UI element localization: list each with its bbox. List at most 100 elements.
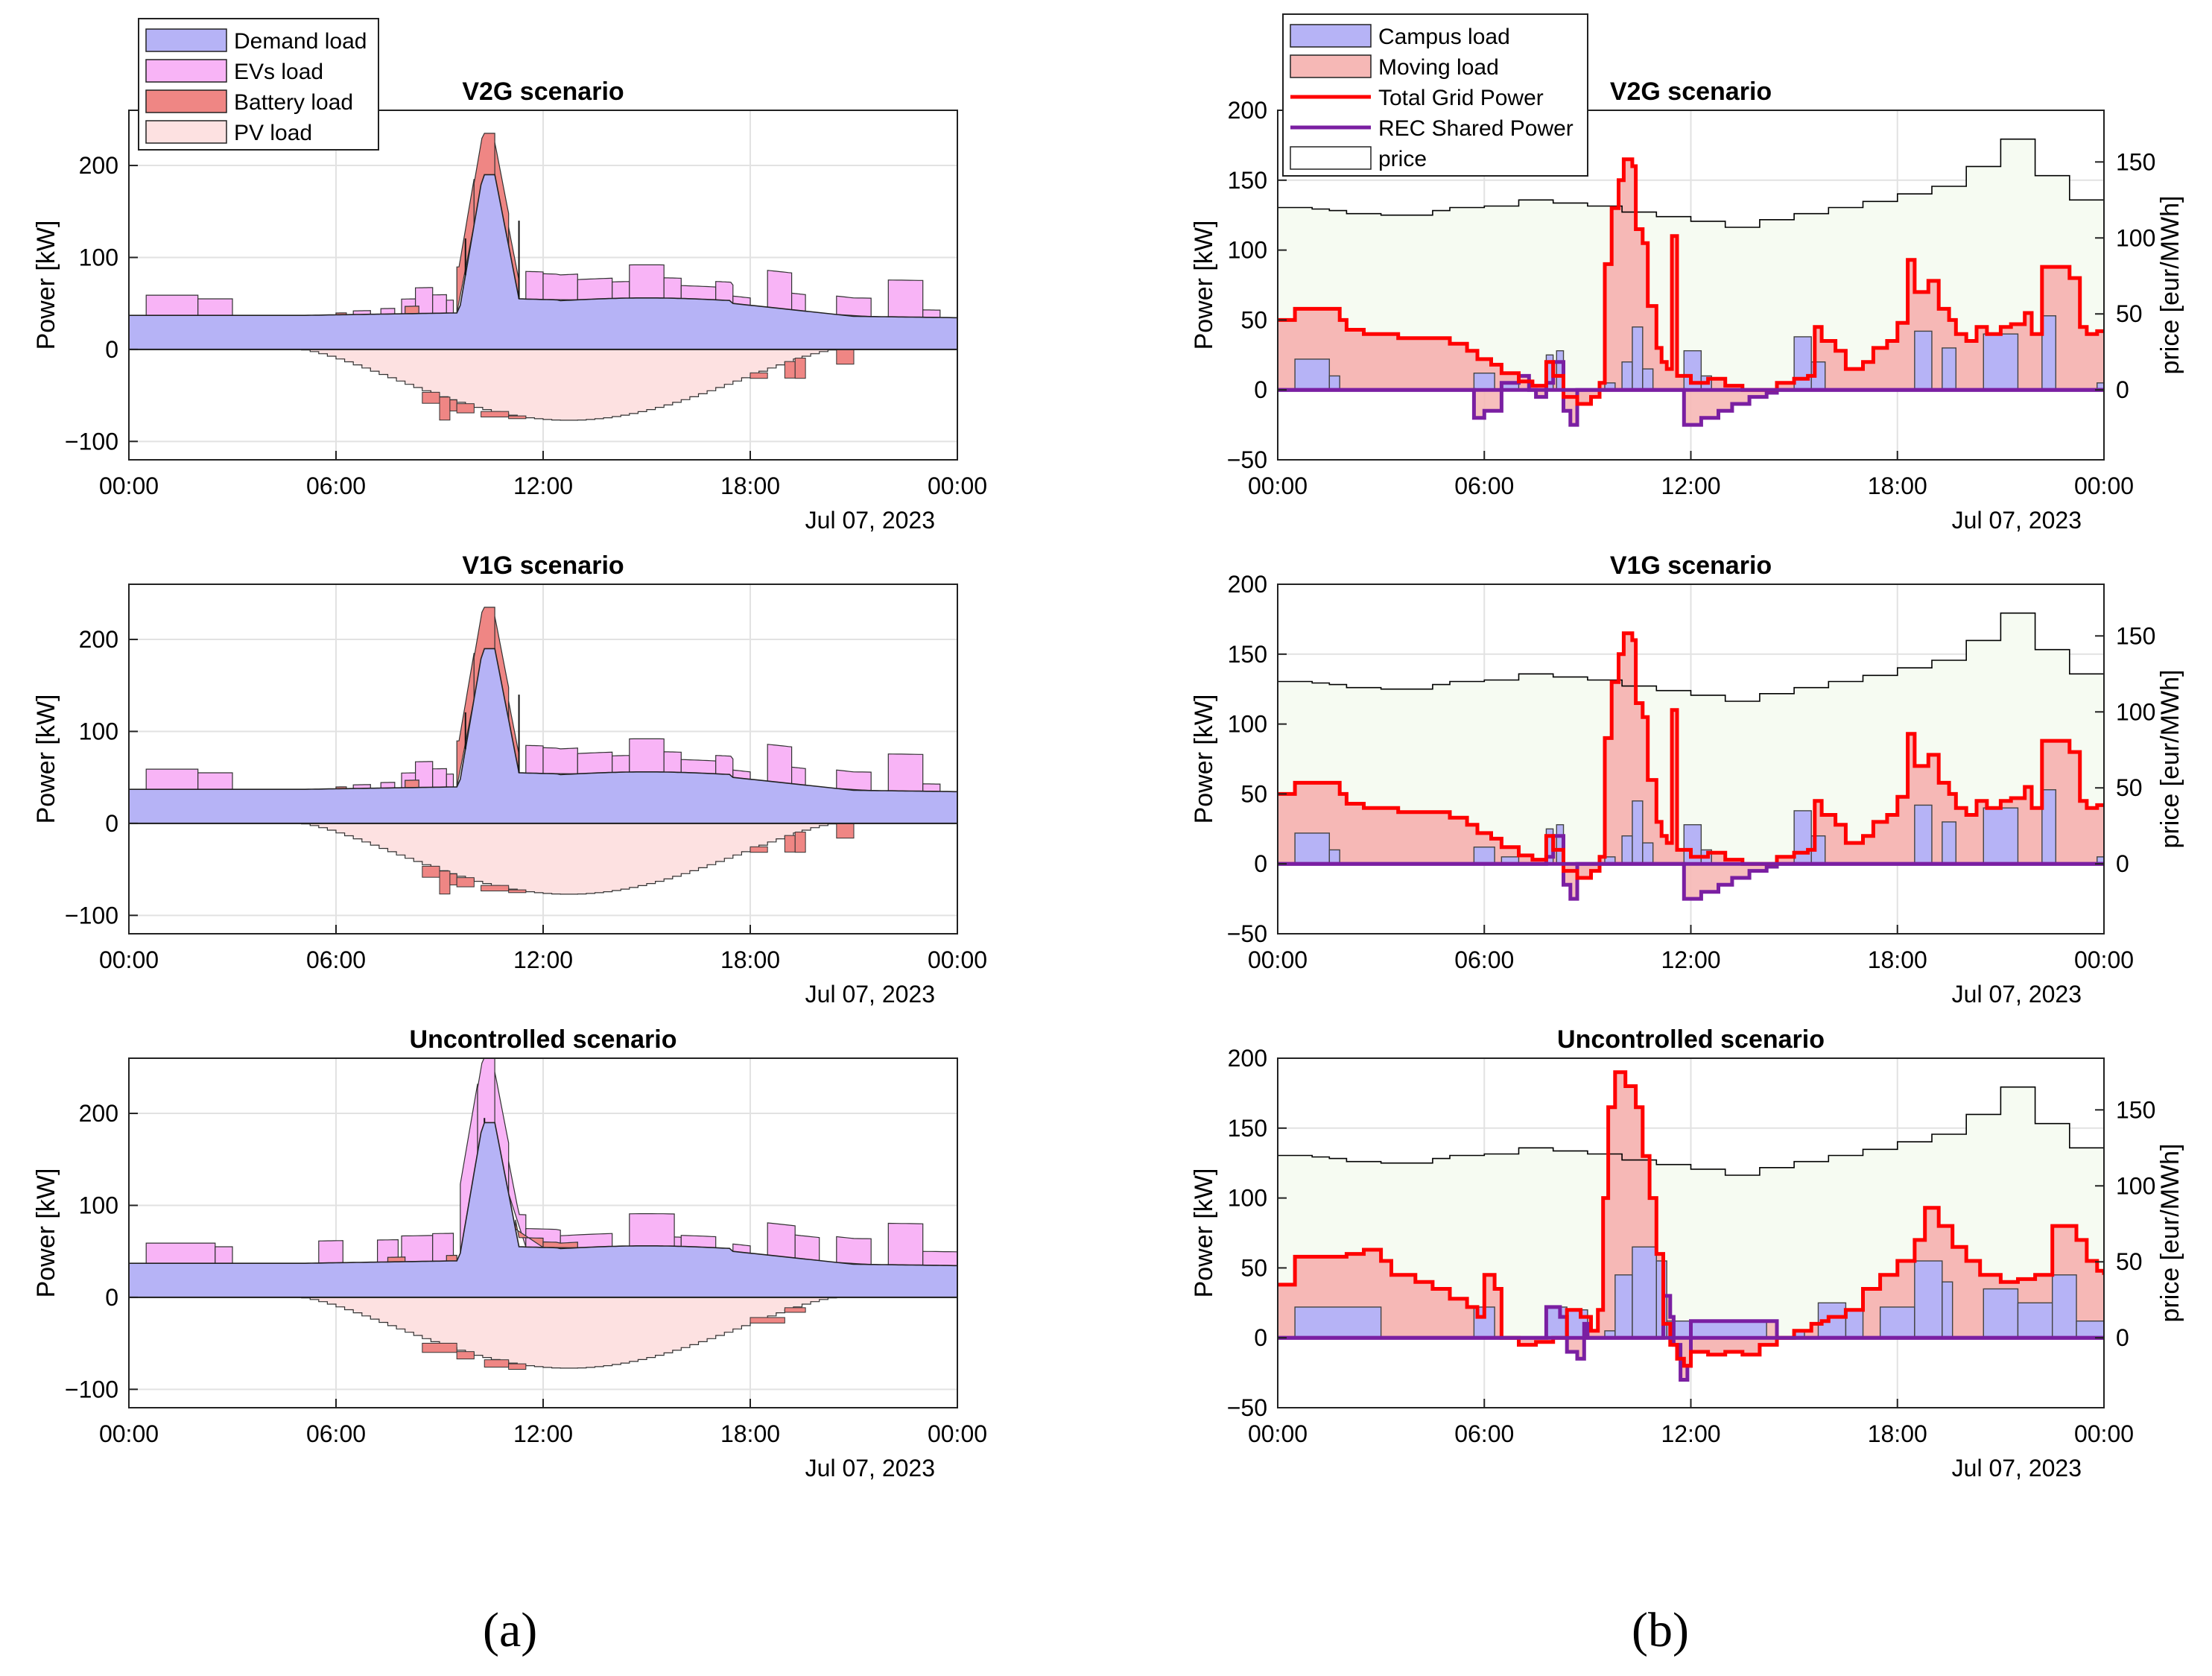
battery-load-block	[405, 780, 419, 788]
x-tick-label: 06:00	[1454, 946, 1514, 973]
ev-load-block	[446, 300, 454, 314]
ev-load-block	[508, 1161, 527, 1247]
date-label: Jul 07, 2023	[805, 1455, 935, 1481]
ev-load-block	[680, 1235, 717, 1248]
x-tick-label: 12:00	[1661, 946, 1720, 973]
ev-load-block	[525, 744, 544, 774]
legend-label: Campus load	[1378, 25, 1510, 49]
date-label: Jul 07, 2023	[1952, 981, 2082, 1008]
ev-load-block	[767, 1222, 796, 1259]
y2-tick-label: 150	[2116, 1096, 2155, 1123]
y2-axis-label: price [eur/MWh]	[2156, 1144, 2184, 1323]
y2-tick-label: 0	[2116, 850, 2129, 877]
campus-load-block	[1942, 347, 1957, 390]
y-axis-label: Power [kW]	[1190, 695, 1218, 824]
campus-load-block	[1294, 1306, 1382, 1338]
legend-swatch	[145, 28, 227, 52]
y-axis-label: Power [kW]	[1190, 1169, 1218, 1298]
plot-content-b1	[1278, 110, 2104, 460]
battery-load-discharge	[508, 415, 527, 420]
campus-load-block	[1942, 821, 1957, 864]
x-tick-label: 18:00	[720, 1420, 780, 1447]
panel-label-a: (a)	[483, 1603, 538, 1657]
demand-load-area	[129, 174, 957, 350]
chart-a1: 00:00 06:00 12:00 18:00 00:00 Jul 07, 2023 −10…	[32, 18, 987, 534]
ev-load-block	[887, 753, 924, 792]
ev-load-block	[715, 281, 734, 304]
y-tick-label: 200	[1228, 571, 1267, 598]
ev-load-block	[577, 277, 613, 300]
ev-load-block	[836, 295, 872, 317]
campus-load-block	[1690, 1320, 1767, 1338]
campus-load-block	[1642, 842, 1654, 864]
campus-load-block	[1642, 368, 1654, 390]
date-label: Jul 07, 2023	[1952, 1455, 2082, 1481]
battery-load-block	[494, 616, 510, 720]
price-line	[1278, 612, 2104, 702]
battery-load-block	[494, 142, 510, 246]
ev-load-block	[352, 784, 371, 789]
legend-swatch	[145, 59, 227, 83]
y-tick-label: 150	[1228, 167, 1267, 194]
battery-load-discharge	[481, 885, 510, 892]
y-tick-label: 100	[79, 1192, 118, 1218]
battery-load-discharge	[456, 877, 475, 888]
y-tick-label: 0	[105, 336, 118, 363]
plot-content-b3	[1278, 1058, 2104, 1408]
battery-load-discharge	[784, 835, 796, 853]
y2-tick-label: 100	[2116, 698, 2155, 725]
battery-load-discharge	[422, 1342, 457, 1353]
chart-a3: 00:00 06:00 12:00 18:00 00:00 Jul 07, 2023 −10…	[32, 1025, 987, 1481]
ev-load-block	[145, 294, 199, 316]
total-grid-power-line	[1278, 157, 2104, 406]
chart-title: V2G scenario	[462, 78, 624, 106]
x-tick-label: 18:00	[720, 946, 780, 973]
campus-load-block	[1473, 372, 1495, 390]
battery-load-discharge	[508, 1363, 527, 1370]
battery-load-discharge	[481, 411, 510, 418]
y-axis-label: Power [kW]	[32, 695, 60, 824]
y2-tick-label: 150	[2116, 148, 2155, 175]
campus-load-block	[1793, 336, 1812, 390]
chart-title: V1G scenario	[462, 551, 624, 580]
ev-load-block	[629, 738, 665, 773]
ev-load-block	[145, 768, 199, 790]
ev-load-block	[836, 769, 872, 791]
legend-label: Moving load	[1378, 55, 1499, 80]
y-tick-label: −100	[65, 428, 118, 455]
y-tick-label: −50	[1227, 1394, 1267, 1421]
ev-load-block	[415, 287, 434, 314]
battery-load-discharge	[456, 403, 475, 414]
ev-load-block	[432, 294, 447, 314]
ev-load-block	[525, 271, 544, 300]
battery-load-block	[405, 306, 419, 314]
y-tick-label: 100	[79, 244, 118, 271]
x-tick-label: 00:00	[2074, 1420, 2134, 1447]
x-tick-label: 12:00	[513, 472, 573, 499]
campus-load-block	[1942, 1281, 1953, 1338]
battery-load-block	[446, 1254, 457, 1262]
battery-load-discharge	[439, 396, 451, 421]
ev-load-block	[732, 769, 751, 780]
y-axis-label: Power [kW]	[32, 221, 60, 350]
total-grid-power-line	[1278, 1070, 2104, 1368]
plot-content-a3	[129, 1058, 957, 1408]
campus-load-block	[1328, 375, 1340, 390]
legend: Demand load EVs load Battery load PV load	[138, 18, 379, 151]
campus-load-block	[1632, 1246, 1657, 1338]
campus-load-block	[1621, 361, 1633, 390]
campus-load-block	[1294, 358, 1331, 390]
legend-label: Demand load	[234, 29, 367, 54]
y2-tick-label: 150	[2116, 622, 2155, 649]
ev-load-block	[680, 285, 717, 300]
x-tick-label: 18:00	[1868, 1420, 1927, 1447]
campus-load-block	[1983, 1288, 2019, 1338]
plot-content-a2	[129, 584, 957, 934]
campus-load-block	[1793, 810, 1812, 864]
pv-load-area	[129, 349, 957, 420]
plot-content-b2	[1278, 584, 2104, 934]
y-tick-label: 0	[105, 1284, 118, 1311]
ev-load-block	[674, 1236, 682, 1247]
ev-load-block	[432, 1233, 454, 1262]
y-tick-label: 50	[1240, 780, 1267, 807]
